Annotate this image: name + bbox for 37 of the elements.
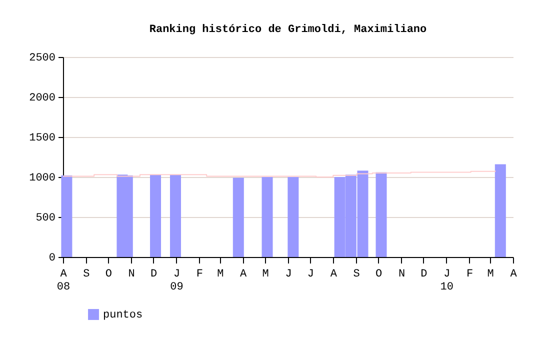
bar <box>232 178 244 257</box>
x-tick-label: M <box>217 268 224 280</box>
y-tick-label: 2500 <box>29 52 56 64</box>
x-tick-label: N <box>398 268 406 280</box>
legend-label: puntos <box>103 310 143 322</box>
x-tick-label: N <box>128 268 135 280</box>
x-tick-label: J <box>285 268 292 280</box>
bar <box>494 164 506 257</box>
x-tick-label: M <box>262 268 269 280</box>
bar <box>150 174 162 257</box>
x-tick-label: S <box>353 268 360 280</box>
x-tick-label: O <box>105 268 112 280</box>
x-tick-label: A <box>330 268 338 280</box>
bar <box>288 177 299 257</box>
y-tick-label: 1000 <box>29 172 56 184</box>
x-tick-label: D <box>420 268 428 280</box>
x-tick-label: J 10 <box>440 268 454 294</box>
y-tick-label: 0 <box>48 252 56 264</box>
bar <box>376 172 387 257</box>
x-tick-label: J 09 <box>170 268 184 294</box>
x-tick-label: J <box>307 268 314 280</box>
y-tick-label: 1500 <box>29 132 56 144</box>
x-tick-label: S <box>83 268 90 280</box>
x-tick-label: A <box>510 268 518 280</box>
x-tick-label: A 08 <box>56 268 70 294</box>
x-tick-label: F <box>466 268 474 280</box>
x-tick-label: A <box>240 268 248 280</box>
x-tick-label: M <box>487 268 494 280</box>
y-tick-label: 2000 <box>29 92 56 104</box>
x-tick-label: O <box>375 268 382 280</box>
bar <box>61 175 72 257</box>
x-tick-label: F <box>196 268 203 280</box>
x-tick-label: D <box>150 268 158 280</box>
bar <box>170 174 181 257</box>
bar <box>262 177 273 257</box>
chart-title: Ranking histórico de Grimoldi, Maximiliano <box>149 24 428 36</box>
y-tick-label: 500 <box>36 212 56 224</box>
